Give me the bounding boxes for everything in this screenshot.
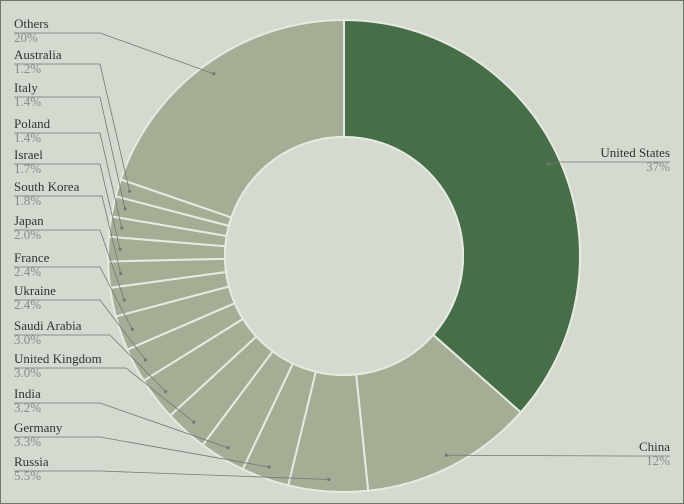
value-label-united-states: 37%	[646, 159, 670, 174]
value-label-united-kingdom: 3.0%	[14, 365, 41, 380]
leader-dot-france	[130, 327, 134, 331]
label-poland: Poland	[14, 116, 51, 131]
label-germany: Germany	[14, 420, 63, 435]
value-label-russia: 5.5%	[14, 468, 41, 483]
leader-dot-australia	[127, 189, 132, 193]
label-united-states: United States	[600, 145, 670, 160]
leader-line-united-kingdom	[14, 367, 195, 423]
value-label-poland: 1.4%	[14, 130, 41, 145]
leader-dot-ukraine	[143, 358, 148, 362]
label-ukraine: Ukraine	[14, 283, 56, 298]
leader-line-russia	[14, 470, 329, 480]
leader-line-united-states	[548, 161, 670, 165]
value-label-france: 2.4%	[14, 264, 41, 279]
value-label-germany: 3.3%	[14, 434, 41, 449]
leader-dot-israel	[118, 247, 122, 252]
value-label-australia: 1.2%	[14, 61, 41, 76]
leader-dot-china	[444, 453, 448, 457]
leader-dot-russia	[327, 477, 331, 482]
label-israel: Israel	[14, 147, 43, 162]
leader-lines-group	[14, 32, 670, 482]
value-label-india: 3.2%	[14, 400, 41, 415]
value-label-italy: 1.4%	[14, 94, 41, 109]
leader-line-australia	[14, 63, 130, 192]
value-label-others: 20%	[14, 30, 38, 45]
label-china: China	[639, 439, 670, 454]
leader-dot-japan	[122, 298, 126, 302]
label-france: France	[14, 250, 50, 265]
leader-dot-italy	[123, 207, 127, 211]
donut-hole	[224, 136, 464, 376]
label-south-korea: South Korea	[14, 179, 80, 194]
value-label-saudi-arabia: 3.0%	[14, 332, 41, 347]
leader-line-ukraine	[14, 299, 146, 361]
label-india: India	[14, 386, 41, 401]
leader-line-south-korea	[14, 195, 122, 274]
label-united-kingdom: United Kingdom	[14, 351, 102, 366]
value-label-south-korea: 1.8%	[14, 193, 41, 208]
leader-line-china	[446, 454, 670, 457]
leader-dot-south-korea	[119, 272, 123, 276]
leader-dot-poland	[120, 226, 124, 230]
leader-dot-united-kingdom	[192, 420, 196, 424]
value-label-japan: 2.0%	[14, 227, 41, 242]
label-australia: Australia	[14, 47, 62, 62]
leader-dot-saudi-arabia	[164, 389, 168, 394]
leader-dot-united-states	[546, 162, 550, 166]
value-label-ukraine: 2.4%	[14, 297, 41, 312]
value-label-china: 12%	[646, 453, 670, 468]
leader-line-poland	[14, 132, 123, 229]
leader-dot-others	[212, 72, 216, 76]
slices-group	[107, 18, 581, 493]
leader-line-germany	[14, 436, 270, 468]
label-russia: Russia	[14, 454, 49, 469]
leader-line-others	[14, 32, 214, 75]
value-label-israel: 1.7%	[14, 161, 41, 176]
leader-line-israel	[14, 163, 121, 250]
label-italy: Italy	[14, 80, 38, 95]
leader-line-japan	[14, 229, 125, 300]
leader-line-italy	[14, 96, 126, 209]
leader-dot-india	[226, 446, 230, 450]
label-others: Others	[14, 16, 49, 31]
leader-line-india	[14, 402, 229, 449]
leader-line-france	[14, 266, 133, 330]
label-japan: Japan	[14, 213, 44, 228]
leader-dot-germany	[267, 465, 271, 469]
label-saudi-arabia: Saudi Arabia	[14, 318, 82, 333]
leader-line-saudi-arabia	[14, 334, 166, 392]
